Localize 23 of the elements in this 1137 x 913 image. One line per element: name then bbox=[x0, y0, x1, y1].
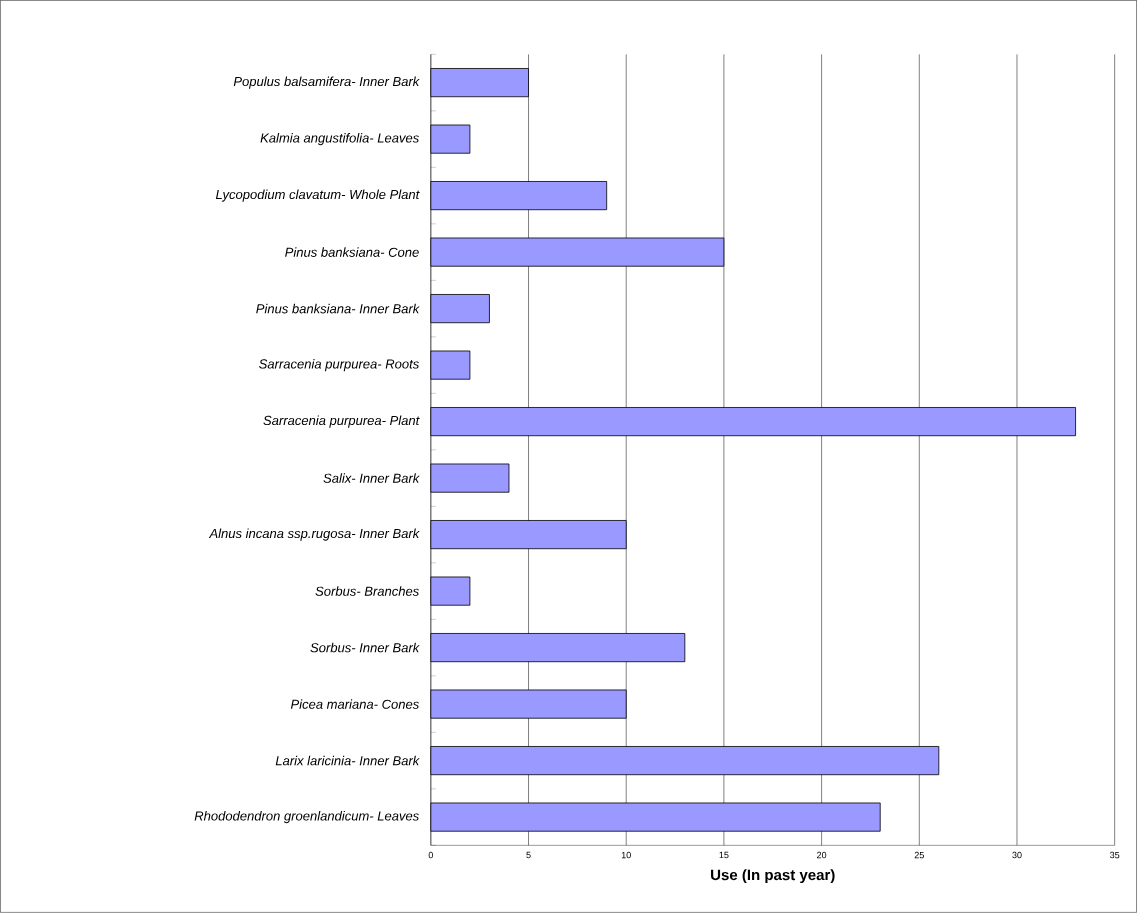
x-tick-label: 25 bbox=[914, 852, 924, 859]
y-tick-label: Pinus banksiana- Inner Bark bbox=[256, 303, 420, 314]
y-tick-label: Rhododendron groenlandicum- Leaves bbox=[194, 811, 419, 824]
x-tick-label: 5 bbox=[526, 852, 531, 859]
y-tick-label: Sorbus- Inner Bark bbox=[310, 642, 420, 653]
x-axis-title: Use (In past year) bbox=[711, 869, 835, 884]
x-tick-label: 15 bbox=[719, 852, 729, 859]
x-tick-label: 20 bbox=[817, 852, 827, 859]
y-tick-label: Alnus incana ssp.rugosa- Inner Bark bbox=[208, 528, 420, 541]
y-tick-label: Salix- Inner Bark bbox=[323, 473, 420, 484]
y-tick-label: Sorbus- Branches bbox=[315, 586, 419, 597]
y-tick-label: Lycopodium clavatum- Whole Plant bbox=[215, 189, 420, 202]
x-tick-label: 35 bbox=[1110, 852, 1120, 859]
y-tick-label: Picea mariana- Cones bbox=[290, 699, 419, 709]
y-tick-label: Populus balsamifera- Inner Bark bbox=[233, 76, 420, 89]
y-tick-label: Sarracenia purpurea- Plant bbox=[263, 415, 420, 428]
y-tick-label: Larix laricinia- Inner Bark bbox=[275, 755, 420, 766]
x-tick-label: 0 bbox=[428, 852, 433, 859]
y-tick-label: Sarracenia purpurea- Roots bbox=[259, 359, 419, 372]
x-tick-label: 10 bbox=[621, 852, 631, 859]
y-tick-label: Pinus banksiana- Cone bbox=[285, 247, 419, 258]
x-tick-label: 30 bbox=[1012, 852, 1022, 859]
y-tick-label: Kalmia angustifolia- Leaves bbox=[260, 133, 419, 146]
